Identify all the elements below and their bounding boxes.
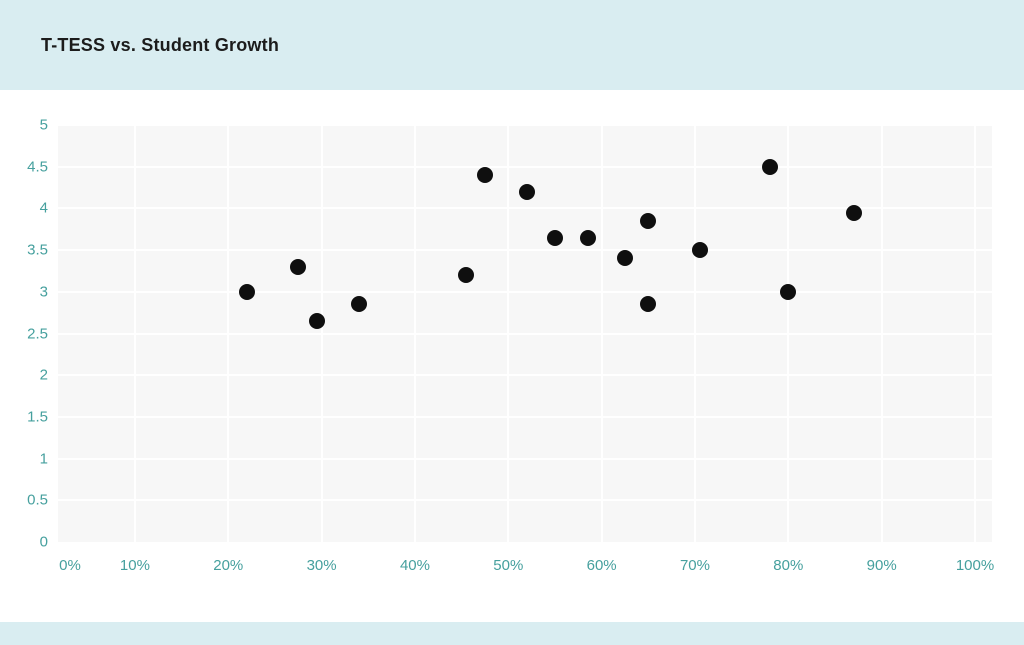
grid-line-x xyxy=(413,125,416,542)
y-tick-label: 1.5 xyxy=(27,408,48,426)
grid-line-y xyxy=(58,290,992,293)
data-point[interactable] xyxy=(546,229,563,246)
grid-line-y xyxy=(58,499,992,502)
y-tick-label: 2 xyxy=(39,366,48,384)
data-point[interactable] xyxy=(691,242,708,259)
grid-line-x xyxy=(880,125,883,542)
x-tick-label: 80% xyxy=(773,557,804,574)
data-point[interactable] xyxy=(640,212,657,229)
grid-line-x xyxy=(320,125,323,542)
chart-title: T-TESS vs. Student Growth xyxy=(41,34,280,55)
x-tick-label: 90% xyxy=(866,557,897,574)
x-tick-label: 60% xyxy=(586,557,617,574)
footer-bar xyxy=(0,622,1024,645)
grid-line-x xyxy=(787,125,790,542)
y-tick-label: 2.5 xyxy=(27,325,48,342)
grid-line-y xyxy=(58,124,992,126)
grid-line-y xyxy=(58,249,992,252)
x-tick-label: 100% xyxy=(955,557,995,574)
x-tick-label: 70% xyxy=(679,557,710,574)
grid-line-x xyxy=(227,125,230,542)
grid-line-y xyxy=(58,415,992,418)
data-point[interactable] xyxy=(458,267,475,284)
y-tick-label: 0.5 xyxy=(27,491,48,509)
grid-line-y xyxy=(58,165,992,168)
grid-line-x xyxy=(507,125,510,542)
grid-line-y xyxy=(58,374,992,377)
data-point[interactable] xyxy=(845,204,862,221)
data-point[interactable] xyxy=(290,258,307,275)
x-tick-label: 0% xyxy=(59,557,81,574)
data-point[interactable] xyxy=(640,296,657,313)
x-tick-label: 50% xyxy=(493,557,524,574)
y-tick-label: 0 xyxy=(39,533,48,551)
data-point[interactable] xyxy=(780,283,797,300)
x-tick-label: 10% xyxy=(119,557,150,574)
data-point[interactable] xyxy=(579,229,596,246)
grid-line-x xyxy=(600,125,603,542)
data-point[interactable] xyxy=(238,283,255,300)
chart-main: 0 0.5 1 1.5 2 2.5 3 3.5 4 4.5 5 0% 10% 20% 30% 40% 50% 60… xyxy=(0,90,1024,622)
y-tick-label: 3 xyxy=(39,283,48,301)
grid-line-x xyxy=(974,125,976,542)
data-point[interactable] xyxy=(476,167,493,184)
grid-line-x xyxy=(693,125,696,542)
data-point[interactable] xyxy=(616,250,633,267)
grid-line-y xyxy=(58,332,992,335)
data-point[interactable] xyxy=(350,296,367,313)
x-tick-label: 20% xyxy=(213,557,244,574)
data-point[interactable] xyxy=(308,312,325,329)
data-point[interactable] xyxy=(518,183,535,200)
grid-line-y xyxy=(58,207,992,210)
y-tick-label: 4.5 xyxy=(27,158,48,176)
header-bar: T-TESS vs. Student Growth xyxy=(0,0,1024,90)
y-tick-label: 4 xyxy=(39,199,48,217)
y-tick-label: 5 xyxy=(39,116,48,134)
grid-line-y xyxy=(58,457,992,460)
data-point[interactable] xyxy=(761,158,778,175)
x-tick-label: 30% xyxy=(306,557,337,574)
x-tick-label: 40% xyxy=(399,557,430,574)
y-tick-label: 1 xyxy=(39,450,48,468)
plot-area xyxy=(58,124,992,542)
y-tick-label: 3.5 xyxy=(27,241,48,259)
grid-line-x xyxy=(133,125,136,542)
